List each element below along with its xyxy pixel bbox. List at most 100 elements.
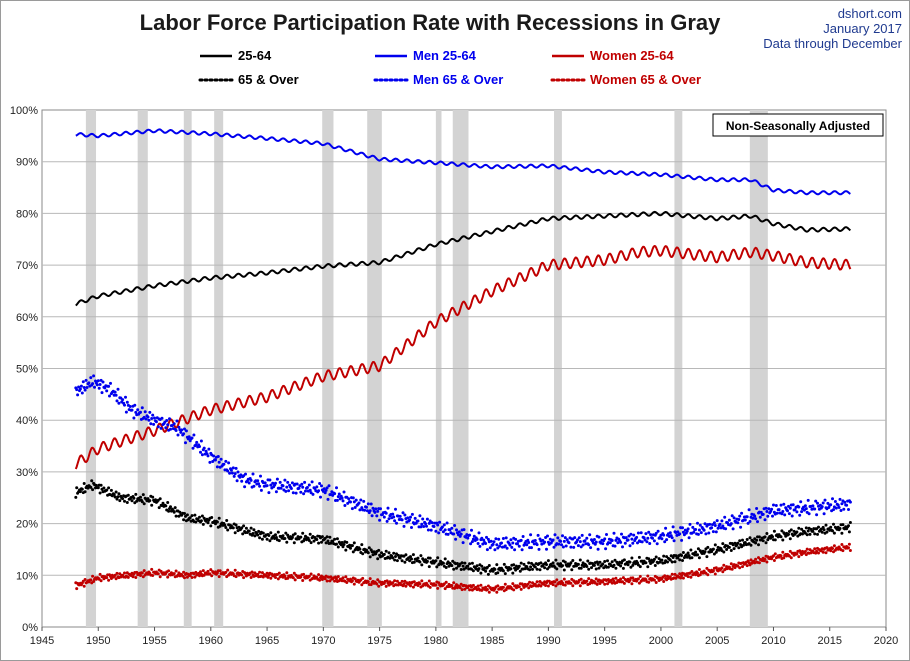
data-point: [444, 580, 448, 584]
data-point: [501, 585, 505, 589]
data-point: [195, 440, 199, 444]
data-point: [761, 512, 765, 516]
data-point: [379, 507, 382, 511]
data-point: [799, 500, 803, 504]
data-point: [147, 418, 151, 422]
data-point: [79, 384, 83, 388]
data-point: [839, 509, 843, 512]
data-point: [96, 486, 100, 490]
data-point: [646, 574, 650, 578]
data-point: [691, 525, 695, 529]
data-point: [354, 498, 358, 502]
data-point: [647, 557, 651, 561]
data-point: [780, 529, 784, 533]
data-point: [75, 388, 79, 392]
data-point: [311, 492, 315, 496]
data-point: [493, 567, 497, 571]
data-point: [537, 547, 541, 551]
data-point: [201, 569, 205, 573]
data-point: [384, 549, 388, 553]
data-point: [185, 513, 189, 517]
annotation-box: [712, 113, 884, 137]
data-point: [149, 422, 153, 426]
data-point: [651, 536, 654, 540]
data-point: [491, 569, 495, 573]
data-point: [328, 579, 332, 583]
x-tick-label: 2015: [817, 635, 841, 647]
data-point: [408, 518, 412, 522]
data-point: [789, 556, 793, 560]
data-point: [528, 568, 532, 572]
data-point: [92, 374, 96, 378]
data-point: [621, 566, 625, 570]
data-point: [561, 564, 564, 568]
data-point: [115, 399, 119, 403]
data-point: [588, 533, 592, 537]
data-point: [199, 519, 203, 523]
data-point: [176, 433, 180, 437]
data-point: [589, 546, 593, 550]
data-point: [403, 560, 407, 564]
data-point: [277, 571, 281, 575]
data-point: [455, 528, 458, 532]
data-point: [183, 576, 186, 580]
data-point: [215, 465, 219, 469]
legend-label: 25-64: [238, 48, 272, 63]
data-point: [360, 543, 364, 547]
data-point: [684, 553, 688, 557]
data-point: [746, 521, 750, 525]
data-point: [301, 531, 305, 535]
data-point: [174, 569, 178, 573]
data-point: [107, 486, 111, 490]
chart-title: Labor Force Participation Rate with Rece…: [139, 10, 721, 35]
data-point: [681, 526, 684, 530]
data-point: [786, 509, 789, 513]
data-point: [231, 466, 235, 470]
data-point: [421, 517, 425, 521]
data-point: [238, 475, 242, 479]
data-point: [732, 516, 736, 520]
data-point: [765, 510, 769, 513]
data-point: [814, 499, 818, 503]
data-point: [164, 504, 168, 508]
y-tick-label: 50%: [16, 364, 38, 376]
data-point: [487, 590, 491, 594]
x-tick-label: 1945: [30, 635, 54, 647]
data-point: [268, 478, 272, 482]
data-point: [594, 577, 598, 581]
data-point: [201, 522, 205, 526]
data-point: [208, 460, 212, 464]
data-point: [578, 558, 582, 562]
data-point: [708, 522, 712, 526]
data-point: [187, 435, 191, 439]
data-point: [436, 586, 440, 590]
data-point: [669, 554, 673, 558]
data-point: [795, 510, 799, 514]
data-point: [402, 582, 406, 586]
data-point: [337, 492, 341, 496]
data-point: [805, 533, 809, 537]
data-point: [184, 429, 188, 433]
data-point: [813, 547, 817, 551]
data-point: [78, 490, 82, 494]
data-point: [308, 488, 312, 492]
data-point: [180, 428, 184, 432]
data-point: [816, 532, 819, 536]
data-point: [829, 503, 833, 507]
data-point: [235, 479, 239, 483]
data-point: [261, 575, 265, 579]
data-point: [108, 394, 111, 398]
data-point: [438, 520, 442, 524]
data-point: [351, 496, 355, 500]
data-point: [294, 491, 298, 495]
data-point: [687, 536, 691, 540]
data-point: [729, 549, 733, 552]
data-point: [318, 482, 322, 485]
data-point: [319, 495, 322, 499]
data-point: [183, 512, 186, 515]
data-point: [470, 540, 474, 544]
data-point: [350, 544, 354, 548]
data-point: [680, 554, 684, 557]
data-point: [430, 521, 434, 525]
data-point: [716, 526, 720, 530]
